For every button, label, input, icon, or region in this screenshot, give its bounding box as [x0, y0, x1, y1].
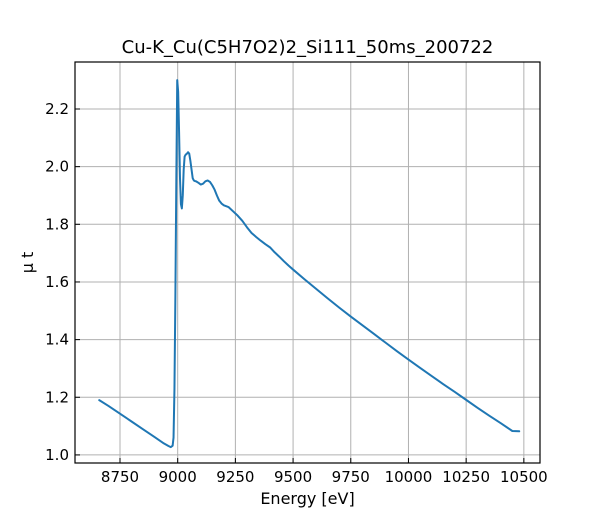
y-tick-label: 1.2 — [45, 388, 69, 406]
y-tick-label: 1.6 — [45, 273, 69, 291]
x-tick-label: 9750 — [332, 468, 370, 486]
x-tick-label: 10250 — [442, 468, 490, 486]
x-tick-label: 10500 — [500, 468, 548, 486]
tick-layer: 8750 9000 9250 9500 9750 10000 10250 10500 1.0 1.… — [45, 100, 548, 486]
y-tick-label: 1.4 — [45, 331, 69, 349]
y-tick-label: 1.8 — [45, 215, 69, 233]
x-tick-label: 8750 — [101, 468, 139, 486]
grid-layer — [75, 62, 540, 463]
x-tick-label: 10000 — [385, 468, 433, 486]
series-line — [98, 79, 521, 449]
y-axis-label: μ t — [18, 252, 37, 274]
x-axis-label: Energy [eV] — [260, 489, 354, 508]
x-tick-label: 9250 — [216, 468, 254, 486]
y-tick-label: 2.2 — [45, 100, 69, 118]
x-tick-label: 9500 — [274, 468, 312, 486]
y-tick-label: 1.0 — [45, 446, 69, 464]
y-tick-label: 2.0 — [45, 158, 69, 176]
chart-title: Cu-K_Cu(C5H7O2)2_Si111_50ms_200722 — [122, 37, 494, 58]
x-tick-label: 9000 — [159, 468, 197, 486]
plot-frame — [74, 61, 541, 464]
